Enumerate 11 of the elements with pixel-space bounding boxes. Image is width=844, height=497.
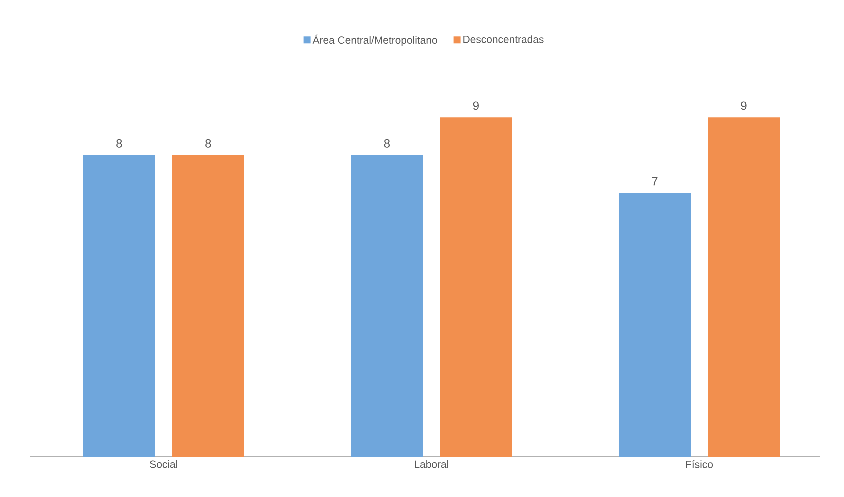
data-label: 9	[741, 102, 747, 110]
data-label: 9	[473, 102, 479, 110]
data-label: 8	[116, 139, 122, 148]
data-label: 8	[206, 139, 212, 148]
legend-label: Área Central/Metropolitano	[312, 34, 438, 46]
x-tick-label: Laboral	[415, 460, 448, 468]
x-tick-label: Social	[150, 460, 178, 468]
legend-label: Desconcentradas	[464, 36, 544, 44]
x-tick-label: Físico	[686, 460, 714, 468]
data-label: 7	[652, 177, 658, 186]
data-label: 8	[384, 139, 390, 148]
